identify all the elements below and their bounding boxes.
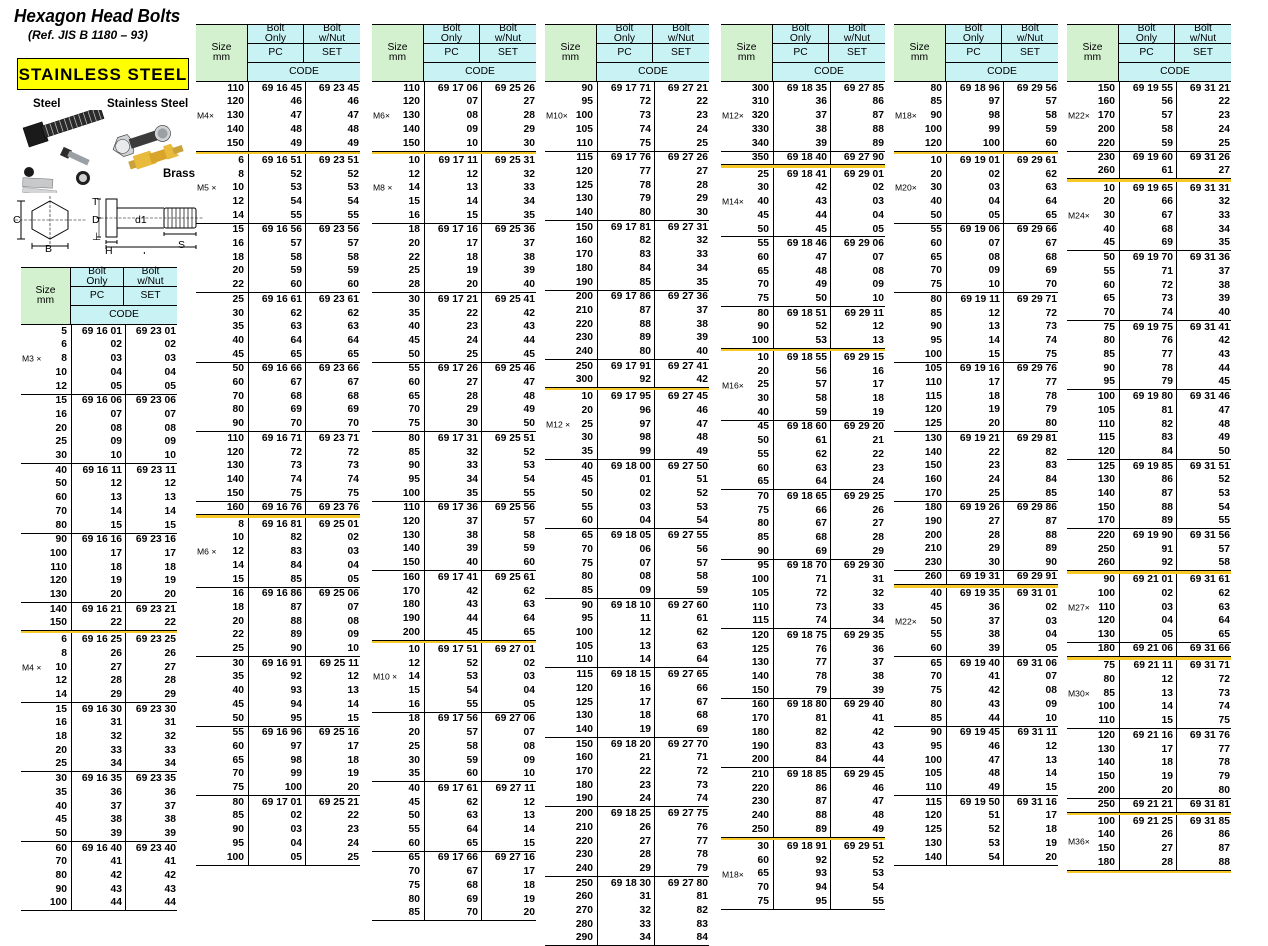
svg-text:T: T — [92, 196, 99, 208]
svg-text:L: L — [143, 250, 149, 254]
svg-text:⊥: ⊥ — [92, 231, 101, 243]
svg-text:B: B — [45, 243, 52, 254]
svg-text:H: H — [105, 245, 113, 254]
svg-text:C: C — [13, 214, 21, 226]
svg-text:d1: d1 — [135, 214, 147, 226]
svg-text:S: S — [178, 239, 185, 251]
svg-text:D: D — [92, 214, 100, 226]
